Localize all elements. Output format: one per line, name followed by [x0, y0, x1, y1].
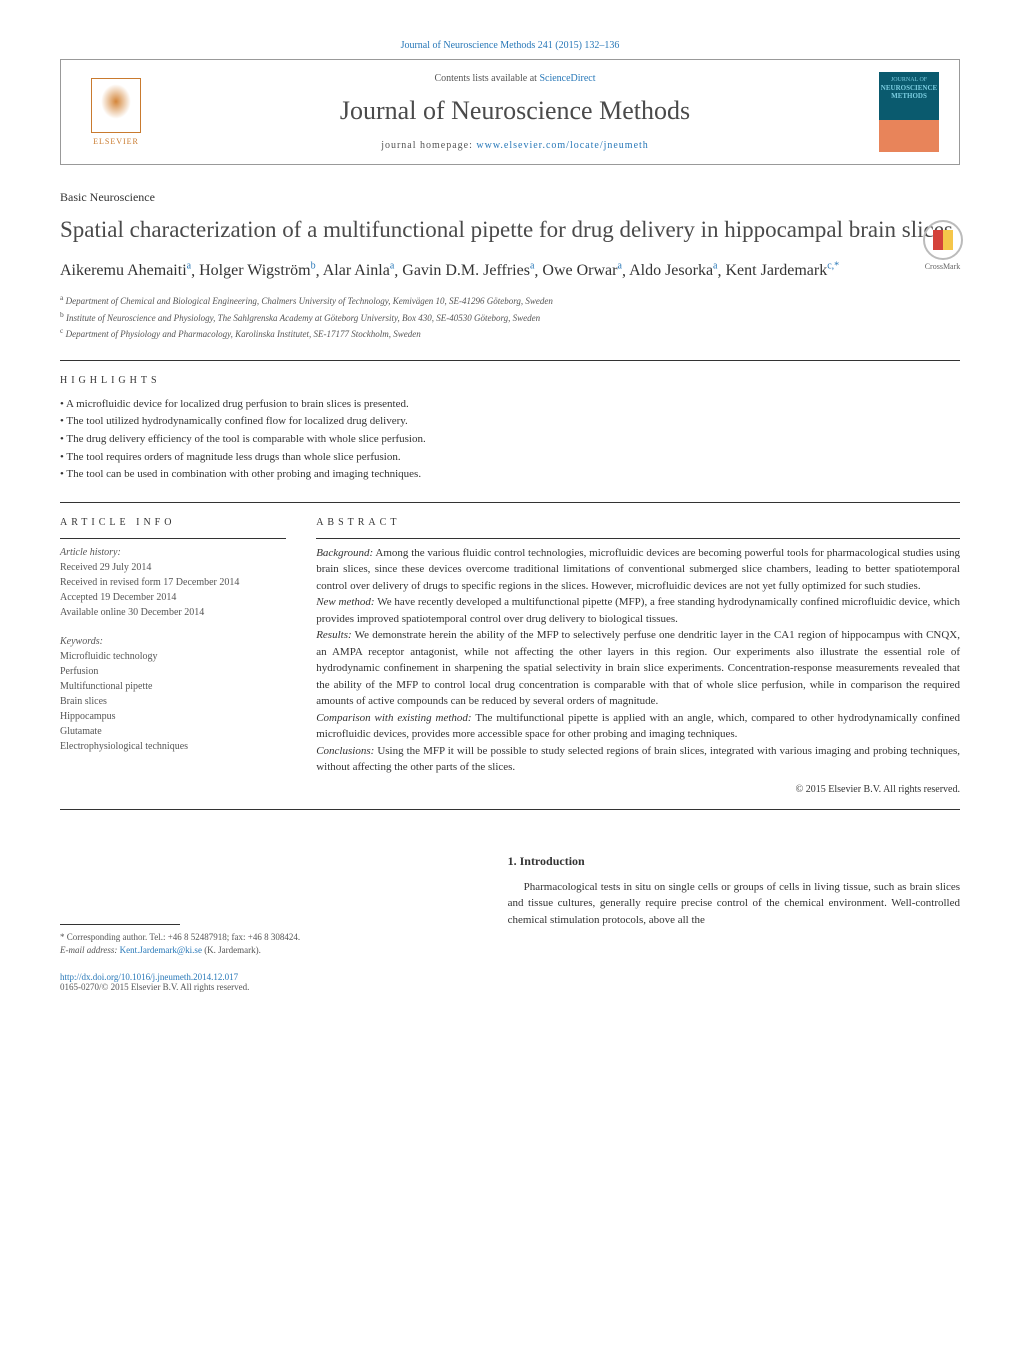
affiliations-list: a Department of Chemical and Biological …: [60, 292, 960, 342]
crossmark-badge[interactable]: CrossMark: [915, 220, 970, 275]
history-revised: Received in revised form 17 December 201…: [60, 575, 286, 590]
highlight-item: The drug delivery efficiency of the tool…: [60, 431, 960, 449]
introduction-section: 1. Introduction Pharmacological tests in…: [508, 854, 960, 929]
author: Alar Ainlaa: [323, 262, 395, 279]
contents-text: Contents lists available at: [434, 73, 539, 84]
footer-section: * Corresponding author. Tel.: +46 8 5248…: [60, 924, 478, 992]
author: Holger Wigströmb: [199, 262, 316, 279]
footer-divider: [60, 924, 180, 925]
divider: [60, 502, 960, 503]
divider: [316, 538, 960, 539]
abstract-body: Background: Among the various fluidic co…: [316, 545, 960, 776]
abstract-heading: abstract: [316, 517, 960, 528]
crossmark-label: CrossMark: [925, 262, 961, 271]
cover-line3: METHODS: [891, 92, 927, 100]
author: Aldo Jesorkaa: [629, 262, 717, 279]
crossmark-icon: [923, 220, 963, 260]
highlight-item: The tool utilized hydrodynamically confi…: [60, 413, 960, 431]
abstract-comparison-label: Comparison with existing method:: [316, 712, 471, 724]
cover-line2: NEUROSCIENCE: [881, 84, 937, 92]
abstract-background-label: Background:: [316, 547, 373, 559]
history-accepted: Accepted 19 December 2014: [60, 590, 286, 605]
affiliation: a Department of Chemical and Biological …: [60, 292, 960, 309]
abstract-background: Among the various fluidic control techno…: [316, 547, 960, 592]
divider: [60, 360, 960, 361]
copyright-line: © 2015 Elsevier B.V. All rights reserved…: [316, 784, 960, 795]
history-received: Received 29 July 2014: [60, 560, 286, 575]
highlight-item: The tool can be used in combination with…: [60, 466, 960, 484]
homepage-label: journal homepage:: [381, 140, 476, 151]
homepage-line: journal homepage: www.elsevier.com/locat…: [151, 140, 879, 151]
highlights-list: A microfluidic device for localized drug…: [60, 396, 960, 484]
affiliation: c Department of Physiology and Pharmacol…: [60, 325, 960, 342]
issn-copyright: 0165-0270/© 2015 Elsevier B.V. All right…: [60, 982, 249, 992]
intro-text: Pharmacological tests in situ on single …: [508, 879, 960, 929]
history-online: Available online 30 December 2014: [60, 605, 286, 620]
article-title: Spatial characterization of a multifunct…: [60, 215, 960, 245]
highlight-item: A microfluidic device for localized drug…: [60, 396, 960, 414]
highlight-item: The tool requires orders of magnitude le…: [60, 449, 960, 467]
abstract-newmethod-label: New method:: [316, 596, 374, 608]
intro-heading: 1. Introduction: [508, 854, 960, 869]
corresponding-author: * Corresponding author. Tel.: +46 8 5248…: [60, 931, 478, 958]
header-center: Contents lists available at ScienceDirec…: [151, 73, 879, 151]
homepage-link[interactable]: www.elsevier.com/locate/jneumeth: [476, 140, 648, 151]
keyword: Multifunctional pipette: [60, 679, 286, 694]
email-name: (K. Jardemark).: [204, 945, 261, 955]
journal-cover-thumbnail: JOURNAL OF NEUROSCIENCE METHODS: [879, 72, 939, 152]
section-label: Basic Neuroscience: [60, 190, 960, 205]
email-link[interactable]: Kent.Jardemark@ki.se: [120, 945, 202, 955]
abstract-results-label: Results:: [316, 629, 351, 641]
authors-list: Aikeremu Ahemaitia, Holger Wigströmb, Al…: [60, 261, 960, 280]
header-box: ELSEVIER Contents lists available at Sci…: [60, 59, 960, 165]
keyword: Glutamate: [60, 724, 286, 739]
elsevier-label: ELSEVIER: [93, 137, 139, 146]
divider: [60, 809, 960, 810]
abstract-conclusions: Using the MFP it will be possible to stu…: [316, 745, 960, 774]
corresponding-label: * Corresponding author. Tel.: +46 8 5248…: [60, 931, 478, 945]
abstract-results: We demonstrate herein the ability of the…: [316, 629, 960, 707]
keywords-block: Keywords: Microfluidic technologyPerfusi…: [60, 634, 286, 754]
keyword: Brain slices: [60, 694, 286, 709]
keyword: Hippocampus: [60, 709, 286, 724]
sciencedirect-link[interactable]: ScienceDirect: [539, 73, 595, 84]
doi-link[interactable]: http://dx.doi.org/10.1016/j.jneumeth.201…: [60, 972, 238, 982]
author: Gavin D.M. Jeffriesa: [402, 262, 534, 279]
cover-line1: JOURNAL OF: [891, 77, 927, 84]
doi-section: http://dx.doi.org/10.1016/j.jneumeth.201…: [60, 972, 478, 992]
keyword: Electrophysiological techniques: [60, 739, 286, 754]
history-label: Article history:: [60, 545, 286, 560]
author: Owe Orwara: [542, 262, 622, 279]
highlights-heading: highlights: [60, 375, 960, 386]
article-info-heading: article info: [60, 517, 286, 528]
journal-reference: Journal of Neuroscience Methods 241 (201…: [60, 40, 960, 51]
abstract-newmethod: We have recently developed a multifuncti…: [316, 596, 960, 625]
keyword: Perfusion: [60, 664, 286, 679]
divider: [60, 538, 286, 539]
email-label: E-mail address:: [60, 945, 120, 955]
author: Kent Jardemarkc,*: [726, 262, 840, 279]
keywords-label: Keywords:: [60, 634, 286, 649]
keyword: Microfluidic technology: [60, 649, 286, 664]
elsevier-logo: ELSEVIER: [81, 72, 151, 152]
article-history: Article history: Received 29 July 2014 R…: [60, 545, 286, 620]
elsevier-tree-icon: [91, 78, 141, 133]
journal-title: Journal of Neuroscience Methods: [151, 96, 879, 126]
author: Aikeremu Ahemaitia: [60, 262, 191, 279]
abstract-conclusions-label: Conclusions:: [316, 745, 374, 757]
affiliation: b Institute of Neuroscience and Physiolo…: [60, 309, 960, 326]
contents-available-line: Contents lists available at ScienceDirec…: [151, 73, 879, 84]
